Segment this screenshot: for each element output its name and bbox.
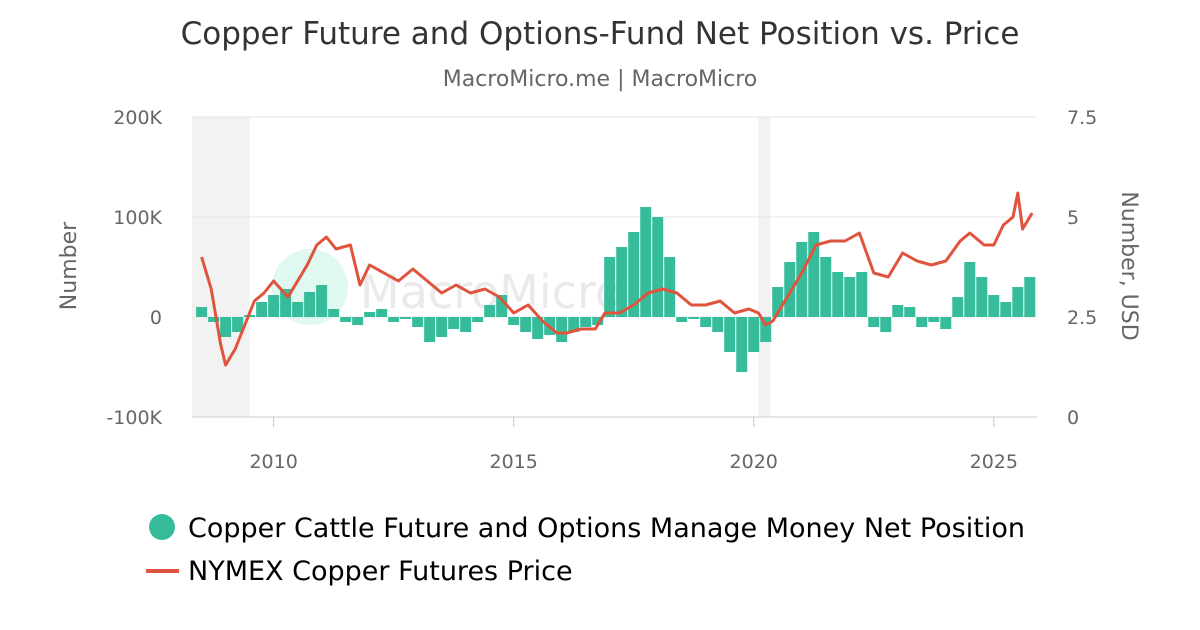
net-position-bar [616,247,628,317]
legend-label-net-position: Copper Cattle Future and Options Manage … [188,513,1025,544]
net-position-bar [232,317,244,332]
net-position-bar [676,317,688,322]
net-position-bar [976,277,988,317]
legend-label-price: NYMEX Copper Futures Price [188,556,573,587]
net-position-bar [532,317,544,339]
net-position-bar [892,305,904,317]
y-left-tick-label: 200K [113,107,162,129]
net-position-bar [208,317,220,322]
net-position-bar [832,272,844,317]
net-position-bar [760,317,772,342]
net-position-bar [820,257,832,317]
net-position-bar [580,317,592,327]
net-position-bar [736,317,748,372]
net-position-bar [748,317,760,352]
net-position-bar [772,287,784,317]
net-position-bar [652,217,664,317]
net-position-bar [796,242,808,317]
chart-title: Copper Future and Options-Fund Net Posit… [181,16,1020,52]
net-position-bar [388,317,400,322]
net-position-bar [952,297,964,317]
net-position-bar [784,262,796,317]
net-position-bar [196,307,208,317]
net-position-bar [496,295,508,317]
net-position-bar [556,317,568,342]
net-position-bar [916,317,928,327]
net-position-bar [988,295,1000,317]
net-position-bar [424,317,436,342]
net-position-bar [664,257,676,317]
legend-bar-swatch-icon [149,514,175,540]
net-position-bar [700,317,712,327]
x-tick-label: 2010 [249,451,297,473]
net-position-bar [592,317,604,325]
net-position-bar [724,317,736,352]
net-position-bar [1024,277,1036,317]
y-right-tick-label: 0 [1067,407,1079,429]
y-right-tick-label: 5 [1067,207,1079,229]
legend-item-price[interactable]: NYMEX Copper Futures Price [146,556,573,587]
net-position-bar [964,262,976,317]
chart-subtitle: MacroMicro.me | MacroMicro [443,67,758,92]
recession-band [192,117,250,417]
net-position-bar [628,232,640,317]
net-position-bar [484,305,496,317]
y-right-tick-label: 2.5 [1067,307,1097,329]
net-position-bar [844,277,856,317]
net-position-bar [220,317,232,337]
net-position-bar [1000,302,1012,317]
net-position-bar [292,302,304,317]
net-position-bar [352,317,364,325]
x-tick-label: 2025 [970,451,1018,473]
y-right-tick-label: 7.5 [1067,107,1097,129]
net-position-bar [1012,287,1024,317]
net-position-bar [508,317,520,325]
x-tick-label: 2020 [730,451,778,473]
net-position-bar [808,232,820,317]
net-position-bar [640,207,652,317]
recession-band [758,117,771,417]
net-position-bar [520,317,532,332]
net-position-bar [712,317,724,332]
net-position-bar [568,317,580,332]
price-line-layer [200,191,1034,367]
net-position-bar [376,309,388,317]
legend-item-net-position[interactable]: Copper Cattle Future and Options Manage … [149,513,1025,544]
net-position-bar [304,292,316,317]
net-position-bar [400,317,412,319]
y-left-tick-label: 100K [113,207,162,229]
axes: -100K 0 100K 200K 0 2.5 5 7.5 2010 2015 2020 2025 [106,107,1097,473]
y-right-axis-title: Number, USD [1116,191,1141,340]
net-position-bar [472,317,484,322]
y-left-axis-title: Number [57,221,82,310]
net-position-bar [904,307,916,317]
net-position-bar [688,317,700,319]
net-position-bar [940,317,952,329]
net-position-bar [868,317,880,327]
net-position-bar [928,317,940,322]
net-position-bar [340,317,352,322]
net-position-bar [280,289,292,317]
y-left-tick-label: 0 [150,307,162,329]
x-tick-label: 2015 [489,451,537,473]
net-position-bar [412,317,424,327]
net-position-bar [256,302,268,317]
net-position-bar [460,317,472,332]
net-position-bar [856,272,868,317]
legend: Copper Cattle Future and Options Manage … [146,513,1025,587]
net-position-bars [196,207,1036,372]
net-position-bar [316,285,328,317]
net-position-bar [328,309,340,317]
net-position-bar [364,312,376,317]
net-position-bar [604,257,616,317]
price-line [200,191,1034,367]
net-position-bar [268,295,280,317]
y-left-tick-label: -100K [106,407,162,429]
net-position-bar [880,317,892,332]
net-position-bar [436,317,448,337]
net-position-bar [448,317,460,329]
